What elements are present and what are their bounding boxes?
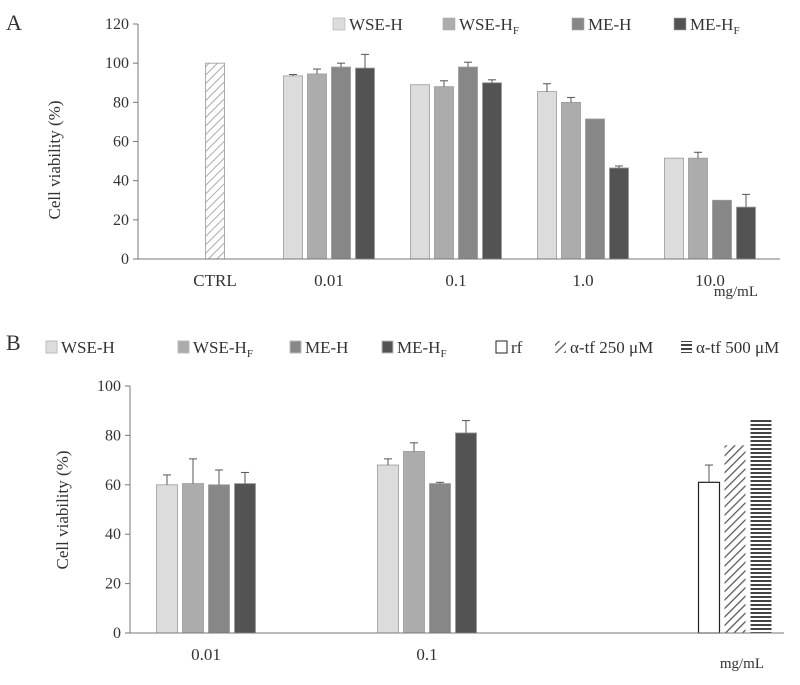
panel-b-legend-swatch [681,341,692,353]
panel-b-legend-swatch [177,340,190,354]
panel-b-bar [182,483,204,634]
panel-b-y-tick-label: 100 [97,378,121,395]
panel-a-y-tick-label: 0 [121,251,129,268]
panel-b-bar [377,464,399,634]
panel-a-bar [205,62,225,260]
panel-b-bar [208,484,230,634]
panel-b-legend-swatch [381,340,394,354]
panel-a-y-tick-label: 120 [105,16,129,33]
panel-a-legend-label: ME-HF [690,15,740,37]
panel-a-y-tick-label: 40 [113,173,129,190]
panel-b-legend-label: α-tf 250 μM [570,338,653,357]
panel-b-y-axis-label: Cell viability (%) [53,451,72,570]
panel-b-legend-swatch [289,340,302,354]
panel-a-bar [355,67,375,260]
panel-b-legend-swatch [495,340,508,354]
panel-a-bar [410,84,430,260]
panel-b-y-tick-label: 0 [113,625,121,642]
panel-a-legend-swatch [571,17,585,31]
panel-b-bar [403,451,425,634]
panel-a-legend-swatch [673,17,687,31]
panel-b-legend-label: ME-HF [397,338,447,360]
panel-a-bar [712,199,732,260]
panel-b-letter: B [6,330,21,355]
panel-a-category-label: CTRL [193,271,236,290]
panel-a-y-tick-label: 80 [113,94,129,111]
panel-a-legend-swatch [442,17,456,31]
panel-a-y-tick-label: 100 [105,55,129,72]
panel-a-category-label: 1.0 [572,271,593,290]
panel-b-bar [234,483,256,634]
panel-b-legend-swatch [45,340,58,354]
panel-a-bar [561,101,581,260]
panel-b: B Cell viability (%) 0 20 40 60 80 100 0.01 0.1… [6,330,784,672]
panel-a-bar [688,157,708,260]
panel-b-legend-label: rf [511,338,523,357]
panel-b-bar [156,484,178,634]
panel-b-y-tick-label: 60 [105,477,121,494]
panel-a-bar [609,167,629,260]
panel-a-x-unit: mg/mL [714,284,758,300]
panel-a-legend-label: ME-H [588,15,631,34]
panel-a-y-axis-label: Cell viability (%) [45,101,64,220]
panel-a-category-label: 0.01 [314,271,344,290]
panel-b-legend-label: ME-H [305,338,348,357]
panel-b-y-tick-label: 40 [105,526,121,543]
panel-a-bar [736,206,756,260]
panel-b-bar [750,418,772,633]
panel-b-legend-label: WSE-HF [193,338,253,360]
panel-a-y-tick-label: 20 [113,212,129,229]
panel-a-bar [331,66,351,260]
panel-a-letter: A [6,10,22,35]
panel-a-bar [283,75,303,260]
panel-a-bar [585,118,605,260]
panel-a-bar [434,86,454,260]
panel-a-category-label: 10.0 [695,271,725,290]
panel-b-category-label: 0.01 [191,645,221,664]
panel-a-legend-label: WSE-HF [459,15,519,37]
panel-b-bar [455,432,477,634]
panel-a-bar [307,73,327,260]
panel-b-legend-label: WSE-H [61,338,115,357]
panel-a-legend-swatch [332,17,346,31]
panel-a-bar [537,91,557,260]
panel-a-category-label: 0.1 [445,271,466,290]
panel-b-legend-swatch [555,341,566,353]
panel-a: A Cell viability (%) 0 20 40 60 80 100 120 CTRL… [6,10,780,300]
panel-a-legend-label: WSE-H [349,15,403,34]
panel-b-y-tick-label: 20 [105,576,121,593]
panel-b-category-label: 0.1 [416,645,437,664]
panel-b-y-tick-label: 80 [105,427,121,444]
panel-a-bar [482,82,502,260]
panel-a-bar [664,157,684,260]
panel-a-y-tick-label: 60 [113,134,129,151]
panel-b-bar [429,483,451,634]
panel-b-bar [697,481,721,634]
panel-b-bar [724,445,746,633]
panel-b-x-unit: mg/mL [720,656,764,672]
panel-b-legend-label: α-tf 500 μM [696,338,779,357]
panel-a-bar [458,66,478,260]
